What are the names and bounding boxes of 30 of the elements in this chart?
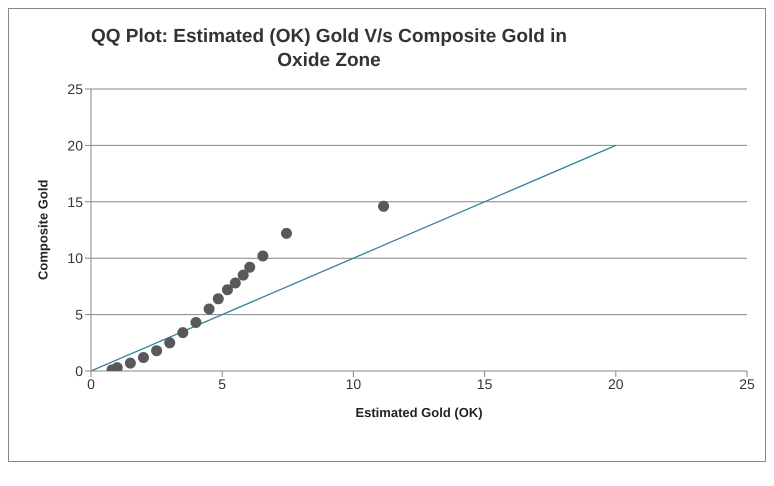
- x-tick-label: 20: [608, 376, 624, 392]
- point: [230, 278, 241, 289]
- x-tick-label: 10: [346, 376, 362, 392]
- point: [164, 337, 176, 348]
- point: [244, 262, 256, 273]
- y-axis-title: Composite Gold: [36, 180, 51, 280]
- x-tick-label: 5: [218, 376, 226, 392]
- y-tick-label: 20: [67, 137, 84, 154]
- point: [204, 303, 215, 314]
- point: [280, 228, 292, 239]
- point: [177, 327, 188, 338]
- point: [212, 293, 224, 304]
- y-tick-label: 5: [75, 306, 84, 323]
- y-tick-label: 0: [75, 362, 84, 379]
- x-tick-label: 25: [739, 376, 755, 392]
- y-tick-label: 15: [67, 194, 84, 210]
- point: [257, 250, 268, 262]
- point: [238, 270, 249, 281]
- point: [151, 345, 162, 356]
- chart-title: QQ Plot: Estimated (OK) Gold V/s Composite Gold in Oxide Zone: [90, 25, 568, 73]
- x-tick-label: 15: [476, 376, 493, 392]
- x-axis-title: Estimated Gold (OK): [355, 405, 483, 420]
- point: [138, 352, 149, 363]
- point: [124, 358, 136, 369]
- point: [222, 284, 233, 296]
- y-tick-label: 10: [67, 250, 84, 266]
- x-tick-label: 0: [87, 376, 96, 392]
- y-tick-label: 25: [67, 80, 84, 97]
- point: [190, 316, 202, 328]
- point: [378, 200, 390, 212]
